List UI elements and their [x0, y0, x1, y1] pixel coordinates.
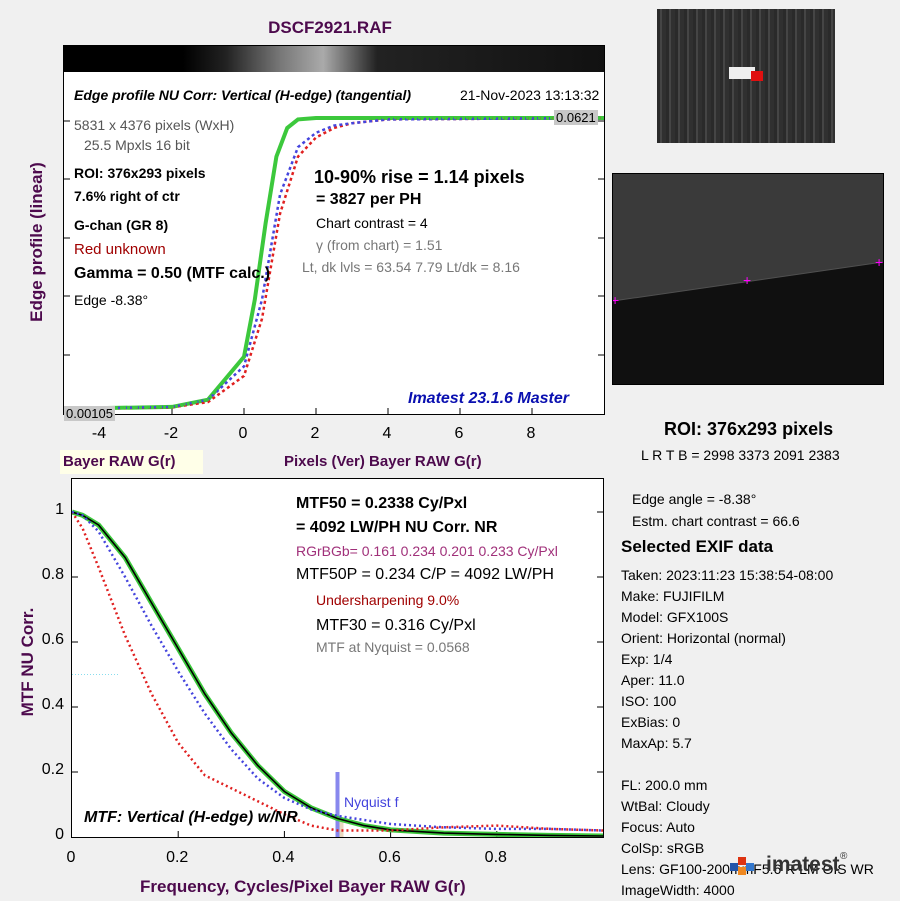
chart-contrast: Chart contrast = 4 — [316, 215, 428, 231]
roi-marker-center: + — [743, 272, 751, 288]
nyquist-label: Nyquist f — [344, 794, 399, 810]
thumbnail-roi-marker — [751, 71, 763, 81]
exif-line: Model: GFX100S — [621, 609, 729, 625]
info-red: Red unknown — [74, 241, 166, 258]
bottom-x-tick-label: 0.2 — [166, 849, 189, 866]
gamma-chart: γ (from chart) = 1.51 — [316, 237, 443, 253]
estimated-contrast: Estm. chart contrast = 66.6 — [632, 513, 800, 529]
bayer-label-left: Bayer RAW G(r) — [63, 453, 176, 470]
exif-line: Orient: Horizontal (normal) — [621, 630, 786, 646]
bottom-x-tick-label: 0.6 — [378, 849, 401, 866]
rise-text: 10-90% rise = 1.14 pixels — [314, 167, 525, 187]
top-y-axis-label: Edge profile (linear) — [27, 162, 46, 322]
mtf-plot: MTF50 = 0.2338 Cy/Pxl = 4092 LW/PH NU Co… — [71, 478, 604, 838]
top-x-tick-label: -2 — [163, 425, 179, 442]
exif-line: FL: 200.0 mm — [621, 777, 708, 793]
top-x-tick-label: 6 — [454, 425, 464, 442]
exif-line: ExBias: 0 — [621, 714, 681, 730]
info-resolution: 5831 x 4376 pixels (WxH) — [74, 117, 235, 133]
bottom-y-tick-label: 0.2 — [41, 761, 64, 778]
bottom-x-tick-label: 0 — [66, 849, 76, 866]
top-x-axis-label: Pixels (Ver) Bayer RAW G(r) — [284, 453, 482, 470]
roi-marker-left: + — [613, 292, 619, 308]
exif-line — [621, 754, 900, 775]
roi-preview: + + + — [612, 173, 884, 385]
light-dark-levels: Lt, dk lvls = 63.54 7.79 Lt/dk = 8.16 — [302, 259, 520, 275]
top-x-tick-label: 8 — [526, 425, 536, 442]
mtf30-text: MTF30 = 0.316 Cy/Pxl — [316, 617, 476, 634]
exif-title: Selected EXIF data — [621, 537, 774, 556]
exif-line: ISO: 100 — [621, 693, 677, 709]
roi-bounds: L R T B = 2998 3373 2091 2383 — [641, 447, 840, 463]
rise-per-ph: = 3827 per PH — [316, 191, 422, 208]
edge-profile-svg — [64, 116, 604, 414]
low-level-label: 0.00105 — [64, 406, 115, 421]
bottom-y-tick-label: 0.4 — [41, 696, 64, 713]
version-label: Imatest 23.1.6 Master — [408, 390, 569, 407]
exif-line: Taken: 2023:11:23 15:38:54-08:00 — [621, 567, 834, 583]
info-edge: Edge -8.38° — [74, 292, 149, 308]
exif-line: WtBal: Cloudy — [621, 798, 710, 814]
gradient-bar — [64, 46, 604, 72]
nyquist-shade — [337, 817, 344, 837]
full-image-thumbnail — [657, 9, 835, 143]
top-x-tick-label: -4 — [91, 425, 107, 442]
mtf50-lwph: = 4092 LW/PH NU Corr. NR — [296, 519, 498, 536]
roi-size: ROI: 376x293 pixels — [664, 419, 834, 439]
top-timestamp: 21-Nov-2023 13:13:32 — [460, 87, 600, 103]
logo-mark-icon — [730, 857, 754, 875]
info-channel: G-chan (GR 8) — [74, 217, 169, 233]
bottom-y-tick-label: 0 — [55, 826, 64, 843]
file-title: DSCF2921.RAF — [268, 18, 392, 37]
roi-marker-right: + — [875, 254, 883, 270]
exif-line: Make: FUJIFILM — [621, 588, 725, 604]
info-gamma: Gamma = 0.50 (MTF calc.) — [74, 265, 271, 282]
mtf50-text: MTF50 = 0.2338 Cy/Pxl — [296, 495, 468, 512]
edge-profile-plot: Edge profile NU Corr: Vertical (H-edge) … — [63, 45, 605, 421]
logo-text: imatest — [766, 853, 840, 876]
bottom-y-tick-label: 0.8 — [41, 566, 64, 583]
mtf-caption: MTF: Vertical (H-edge) w/NR — [84, 809, 298, 826]
top-x-tick-label: 0 — [238, 425, 248, 442]
roi-preview-svg: + + + — [613, 174, 883, 384]
bottom-x-tick-label: 0.4 — [272, 849, 295, 866]
edge-angle: Edge angle = -8.38° — [632, 491, 757, 507]
logo-registered: ® — [840, 851, 848, 862]
imatest-logo: imatest ® — [728, 851, 848, 881]
info-roi: ROI: 376x293 pixels — [74, 165, 206, 181]
info-mpxls: 25.5 Mpxls 16 bit — [84, 137, 190, 153]
exif-line: ImageWidth: 4000 — [621, 882, 735, 898]
undersharpening-text: Undersharpening 9.0% — [316, 592, 460, 608]
mtf-svg — [72, 509, 603, 837]
exif-line: Exp: 1/4 — [621, 651, 673, 667]
bottom-y-tick-label: 0.6 — [41, 631, 64, 648]
edge-profile-series-blue — [64, 116, 604, 411]
top-x-tick-label: 4 — [382, 425, 392, 442]
exif-line: Aper: 11.0 — [621, 672, 685, 688]
exif-line: ColSp: sRGB — [621, 840, 705, 856]
high-level-label: 0.0621 — [554, 110, 598, 125]
info-position: 7.6% right of ctr — [74, 188, 180, 204]
edge-profile-series-green-overlay — [64, 116, 604, 411]
exif-line: Focus: Auto — [621, 819, 695, 835]
thumbnail-chart-target — [729, 67, 755, 79]
bottom-x-tick-label: 0.8 — [484, 849, 507, 866]
mtf-series-red — [72, 511, 603, 832]
top-x-tick-label: 2 — [310, 425, 320, 442]
bayer-label-box — [60, 450, 203, 474]
bottom-y-axis-label: MTF NU Corr. — [18, 607, 37, 717]
exif-list: Taken: 2023:11:23 15:38:54-08:00 Make: FU… — [621, 565, 900, 901]
exif-line: MaxAp: 5.7 — [621, 735, 692, 751]
top-header: Edge profile NU Corr: Vertical (H-edge) … — [74, 87, 412, 103]
bottom-y-tick-label: 1 — [55, 501, 64, 518]
mtf-series-black — [72, 511, 603, 837]
rgb-mtf50: RGrBGb= 0.161 0.234 0.201 0.233 Cy/Pxl — [296, 543, 558, 559]
mtf50p-text: MTF50P = 0.234 C/P = 4092 LW/PH — [296, 566, 554, 583]
mtf-nyquist-text: MTF at Nyquist = 0.0568 — [316, 639, 470, 655]
bottom-x-axis-label: Frequency, Cycles/Pixel Bayer RAW G(r) — [140, 877, 466, 896]
